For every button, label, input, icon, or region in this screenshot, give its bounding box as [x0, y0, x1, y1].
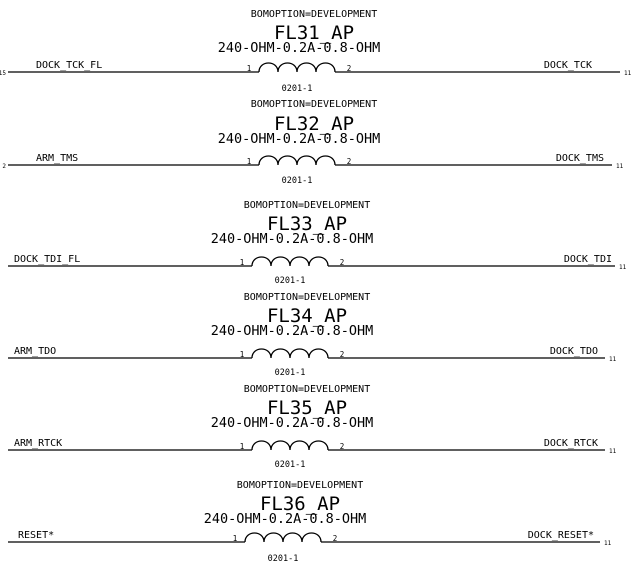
right-net-name: DOCK_RTCK	[544, 438, 598, 449]
component-ref: FL34_AP	[267, 305, 347, 327]
component-ref: FL36_AP	[260, 493, 340, 515]
bom-option-label: BOMOPTION=DEVELOPMENT	[244, 384, 370, 395]
package-label: 0201-1	[275, 368, 306, 378]
right-sheet-ref: 11	[624, 70, 632, 77]
package-label: 0201-1	[275, 460, 306, 470]
component-value: 240-OHM-0.2A-0.8-OHM	[211, 323, 374, 339]
ferrite-bead-block: BOMOPTION=DEVELOPMENT FL33_AP240-OHM-0.2A…	[8, 200, 627, 286]
right-sheet-ref: 11	[604, 540, 612, 547]
component-value: 240-OHM-0.2A-0.8-OHM	[218, 40, 381, 56]
left-sheet-ref: 15	[0, 70, 6, 77]
right-net-name: DOCK_TCK	[544, 60, 592, 71]
bom-option-label: BOMOPTION=DEVELOPMENT	[251, 99, 377, 110]
component-value: 240-OHM-0.2A-0.8-OHM	[211, 415, 374, 431]
ferrite-bead-block: BOMOPTION=DEVELOPMENT FL32_AP240-OHM-0.2A…	[2, 99, 623, 186]
component-value: 240-OHM-0.2A-0.8-OHM	[204, 511, 367, 527]
left-net-name: ARM_TMS	[36, 153, 78, 164]
inductor-coil-symbol	[258, 62, 336, 73]
left-sheet-ref: 2	[2, 163, 6, 170]
inductor-coil-symbol	[258, 155, 336, 166]
bom-option-label: BOMOPTION=DEVELOPMENT	[244, 292, 370, 303]
right-sheet-ref: 11	[609, 448, 617, 455]
component-ref: FL33_AP	[267, 213, 347, 235]
pin-2-label: 2	[340, 442, 345, 451]
left-net-name: DOCK_TCK_FL	[36, 60, 102, 71]
inductor-coil-symbol	[251, 348, 329, 359]
inductor-coil-symbol	[251, 440, 329, 451]
right-net-name: DOCK_TDI	[564, 254, 612, 265]
left-net-name: ARM_RTCK	[14, 438, 62, 449]
package-label: 0201-1	[275, 276, 306, 286]
pin-2-label: 2	[333, 534, 338, 543]
pin-1-label: 1	[240, 258, 245, 267]
bom-option-label: BOMOPTION=DEVELOPMENT	[244, 200, 370, 211]
bom-option-label: BOMOPTION=DEVELOPMENT	[251, 9, 377, 20]
package-label: 0201-1	[282, 84, 313, 94]
pin-2-label: 2	[340, 258, 345, 267]
pin-2-label: 2	[347, 64, 352, 73]
inductor-coil-symbol	[244, 532, 322, 543]
right-net-name: DOCK_TDO	[550, 346, 598, 357]
component-value: 240-OHM-0.2A-0.8-OHM	[211, 231, 374, 247]
component-ref: FL35_AP	[267, 397, 347, 419]
inductor-coil-symbol	[251, 256, 329, 267]
right-sheet-ref: 11	[616, 163, 624, 170]
pin-2-label: 2	[340, 350, 345, 359]
left-net-name: RESET*	[18, 530, 54, 541]
ferrite-bead-block: BOMOPTION=DEVELOPMENT FL31_AP240-OHM-0.2A…	[0, 9, 632, 94]
component-ref: FL31_AP	[274, 22, 354, 44]
component-value: 240-OHM-0.2A-0.8-OHM	[218, 131, 381, 147]
pin-1-label: 1	[247, 64, 252, 73]
component-ref: FL32_AP	[274, 113, 354, 135]
right-net-name: DOCK_RESET*	[528, 530, 594, 541]
right-sheet-ref: 11	[619, 264, 627, 271]
left-net-name: ARM_TDO	[14, 346, 56, 357]
ferrite-bead-block: BOMOPTION=DEVELOPMENT FL35_AP240-OHM-0.2A…	[8, 384, 617, 470]
pin-1-label: 1	[240, 442, 245, 451]
package-label: 0201-1	[268, 554, 299, 564]
left-net-name: DOCK_TDI_FL	[14, 254, 80, 265]
ferrite-bead-block: BOMOPTION=DEVELOPMENT FL36_AP240-OHM-0.2A…	[8, 480, 612, 564]
ferrite-bead-block: BOMOPTION=DEVELOPMENT FL34_AP240-OHM-0.2A…	[8, 292, 617, 378]
right-net-name: DOCK_TMS	[556, 153, 604, 164]
pin-1-label: 1	[240, 350, 245, 359]
pin-1-label: 1	[233, 534, 238, 543]
pin-2-label: 2	[347, 157, 352, 166]
right-sheet-ref: 11	[609, 356, 617, 363]
pin-1-label: 1	[247, 157, 252, 166]
package-label: 0201-1	[282, 176, 313, 186]
bom-option-label: BOMOPTION=DEVELOPMENT	[237, 480, 363, 491]
